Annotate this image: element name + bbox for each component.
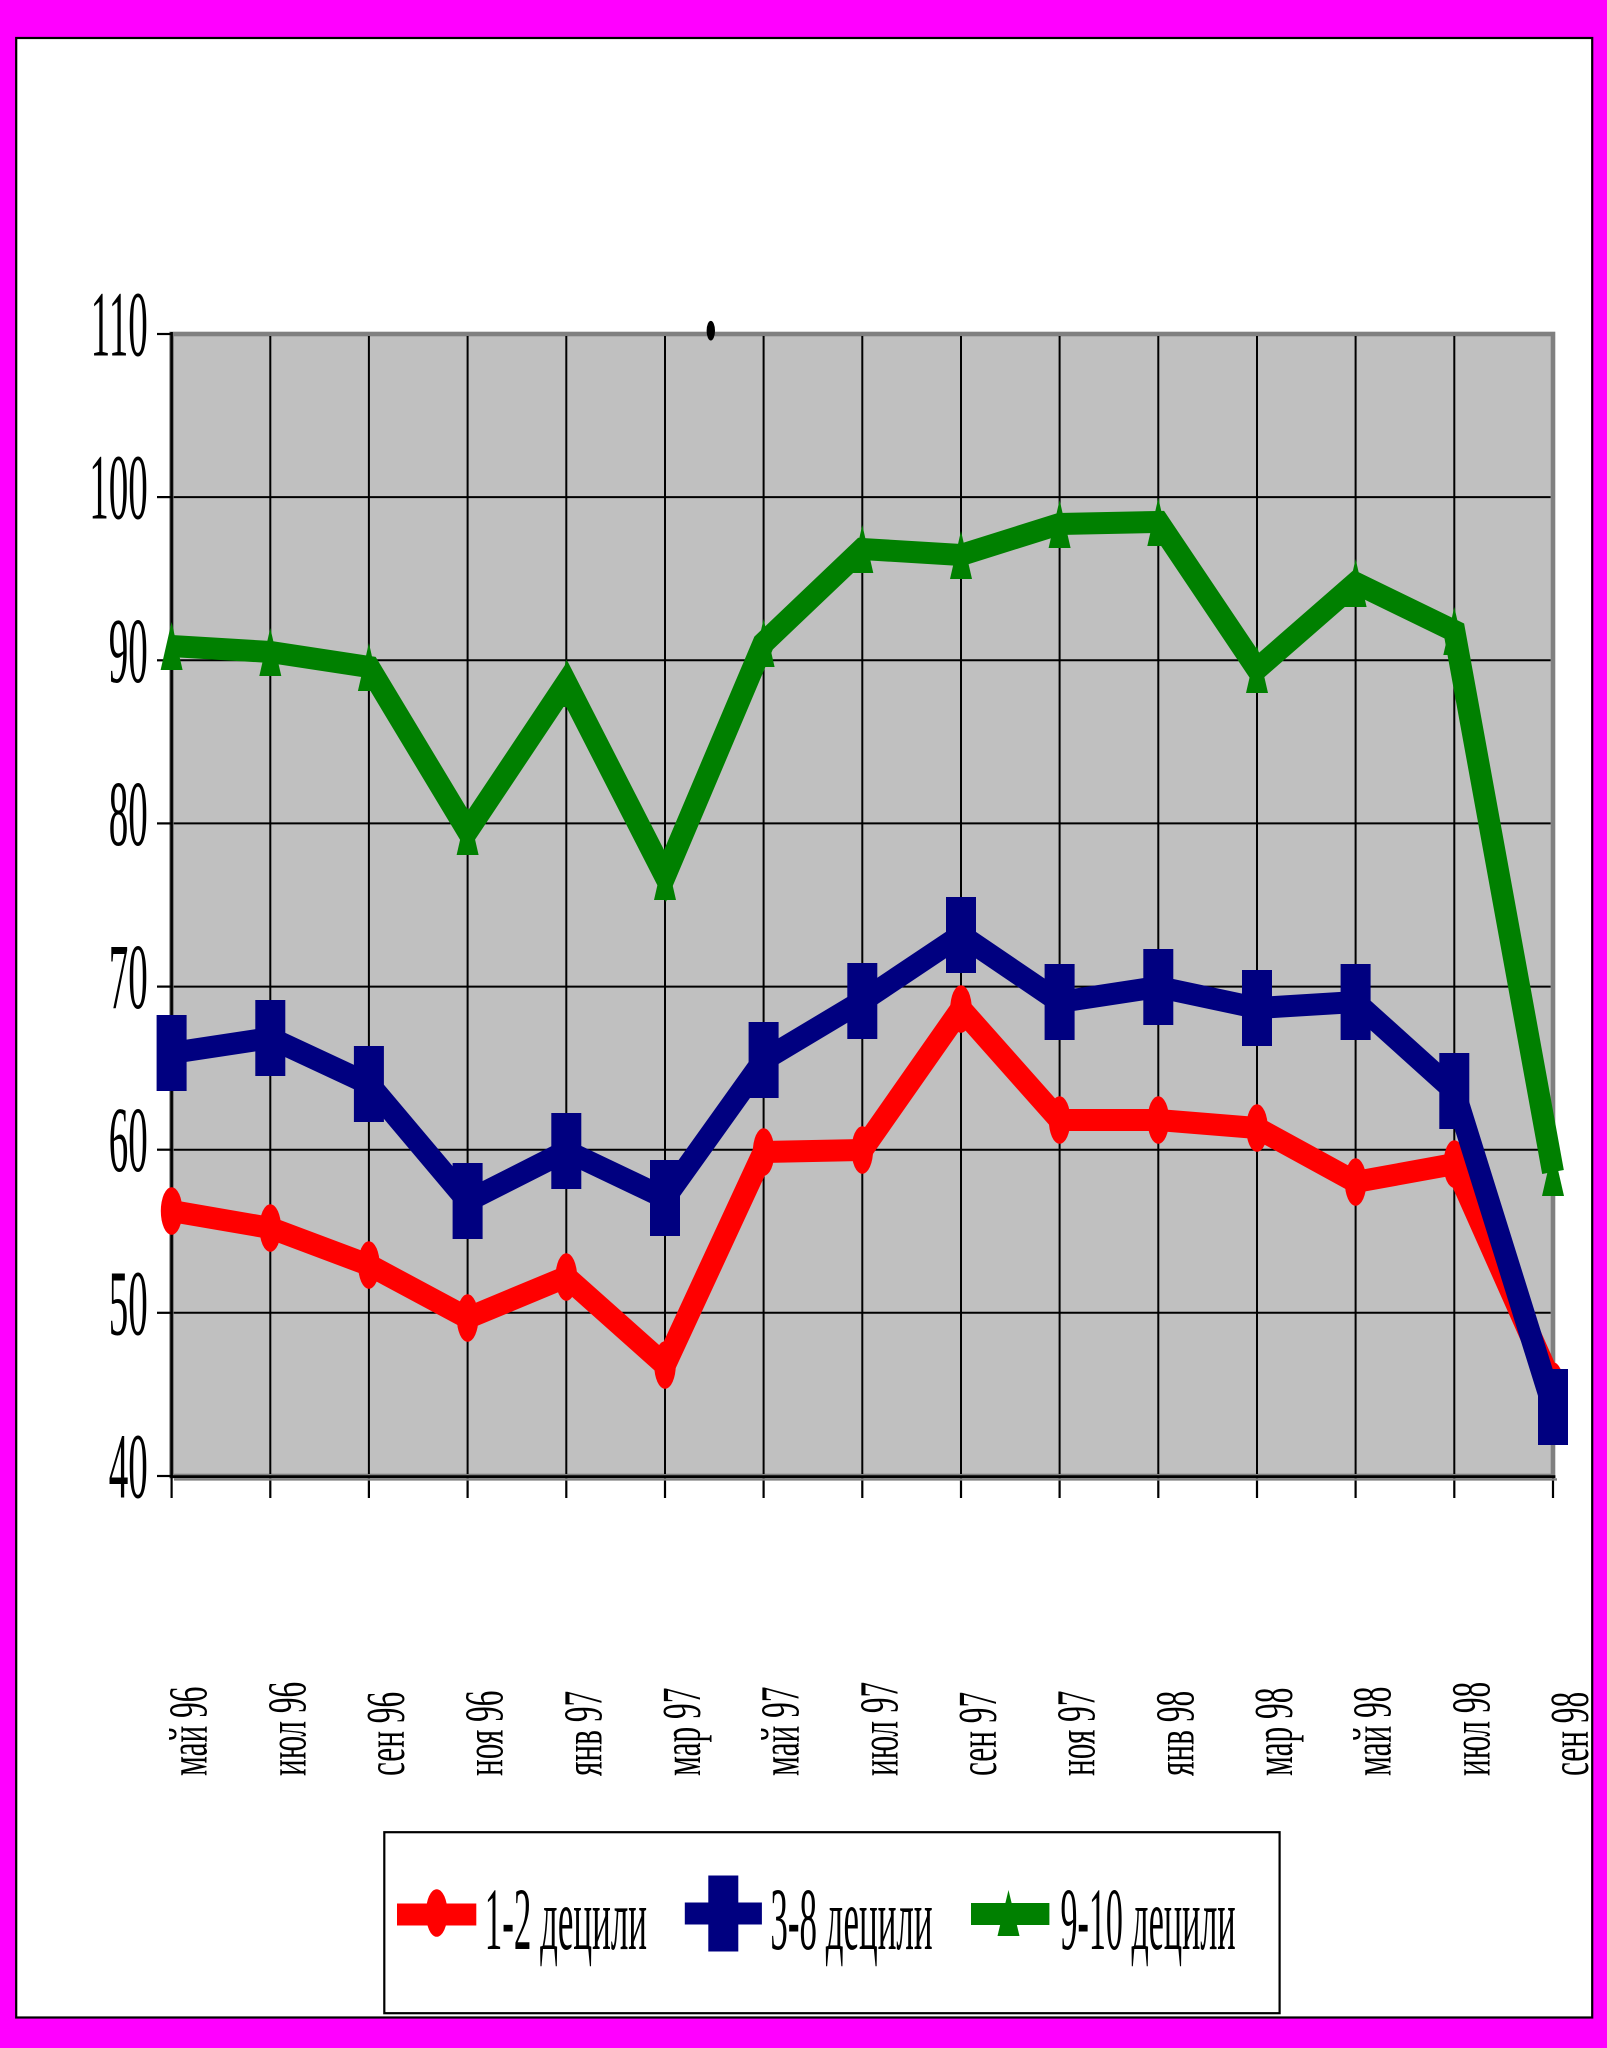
svg-text:июл 98: июл 98 bbox=[1440, 1682, 1501, 1776]
svg-text:сен 96: сен 96 bbox=[355, 1692, 416, 1776]
svg-text:1-2 децили: 1-2 децили bbox=[485, 1870, 647, 1969]
svg-text:сен 98: сен 98 bbox=[1539, 1692, 1600, 1776]
svg-text:40: 40 bbox=[109, 1415, 148, 1518]
svg-text:50: 50 bbox=[109, 1252, 148, 1355]
svg-text:июл 97: июл 97 bbox=[848, 1682, 909, 1776]
svg-text:май 97: май 97 bbox=[749, 1687, 810, 1776]
svg-text:3-8 децили: 3-8 децили bbox=[770, 1870, 932, 1969]
svg-text:янв 97: янв 97 bbox=[552, 1691, 613, 1776]
svg-text:110: 110 bbox=[91, 273, 148, 376]
svg-text:9-10 децили: 9-10 децили bbox=[1061, 1870, 1236, 1969]
svg-text:ноя 96: ноя 96 bbox=[453, 1691, 514, 1776]
svg-text:мар 97: мар 97 bbox=[651, 1688, 712, 1776]
svg-text:70: 70 bbox=[109, 926, 148, 1029]
svg-text:май 96: май 96 bbox=[157, 1687, 218, 1776]
svg-text:мар 98: мар 98 bbox=[1243, 1688, 1304, 1776]
svg-text:июл 96: июл 96 bbox=[256, 1682, 317, 1776]
svg-text:ноя 97: ноя 97 bbox=[1045, 1691, 1106, 1776]
svg-text:90: 90 bbox=[109, 600, 148, 703]
svg-text:80: 80 bbox=[109, 763, 148, 866]
svg-text:60: 60 bbox=[109, 1089, 148, 1192]
svg-text:янв 98: янв 98 bbox=[1144, 1691, 1205, 1776]
svg-text:100: 100 bbox=[89, 436, 148, 539]
svg-text:сен 97: сен 97 bbox=[947, 1692, 1008, 1776]
svg-text:май 98: май 98 bbox=[1341, 1687, 1402, 1776]
